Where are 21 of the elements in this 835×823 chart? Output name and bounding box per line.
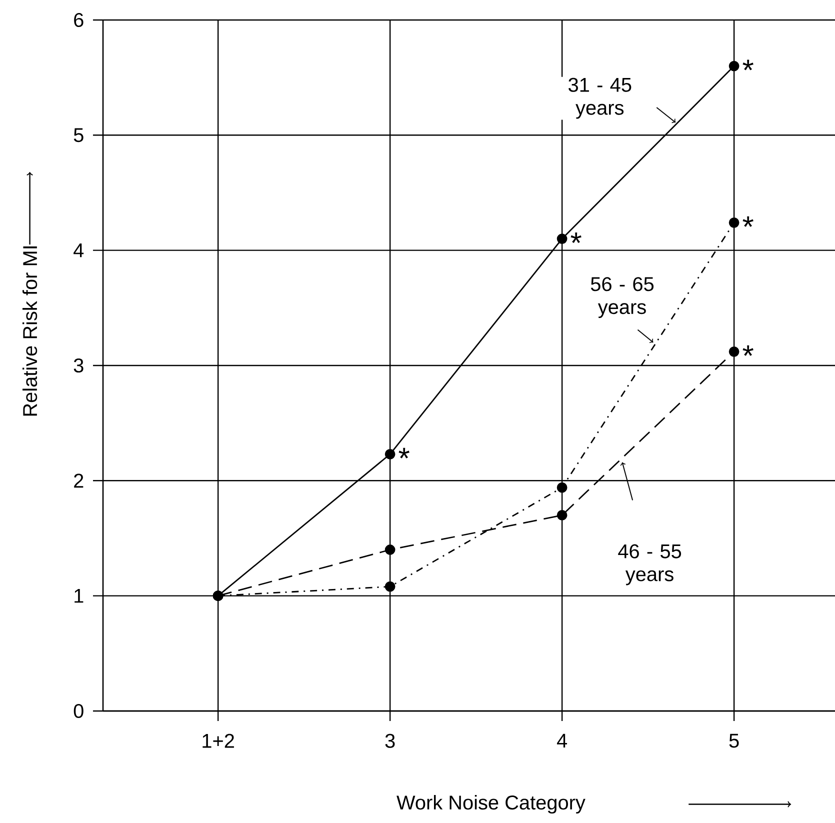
y-axis-title: Relative Risk for MI bbox=[22, 246, 38, 416]
x-axis-title: Work Noise Category bbox=[396, 794, 586, 814]
y-tick-label: 6 bbox=[74, 12, 84, 28]
y-tick-label: 0 bbox=[74, 704, 84, 718]
y-tick-label: 1 bbox=[74, 588, 84, 603]
annotation: * bbox=[742, 216, 754, 227]
x-tick-label: 4 bbox=[556, 734, 568, 748]
y-tick-label: 2 bbox=[74, 474, 84, 488]
annotation: * bbox=[398, 448, 410, 458]
y-tick-label: 4 bbox=[74, 243, 84, 258]
x-tick-label: 5 bbox=[729, 734, 739, 748]
text: 46 - 55 years bbox=[618, 544, 682, 586]
series-label: 31 - 45 years bbox=[568, 78, 632, 119]
x-tick-label: 1+2 bbox=[202, 734, 234, 748]
x-tick-label: 3 bbox=[385, 734, 395, 748]
y-tick-label: 3 bbox=[74, 358, 84, 373]
annotation: * bbox=[570, 232, 582, 244]
y-tick-label: 5 bbox=[74, 128, 84, 142]
annotation: * bbox=[742, 345, 754, 356]
series-label: 56 - 65 years bbox=[590, 277, 654, 318]
annotation: * bbox=[742, 60, 754, 70]
